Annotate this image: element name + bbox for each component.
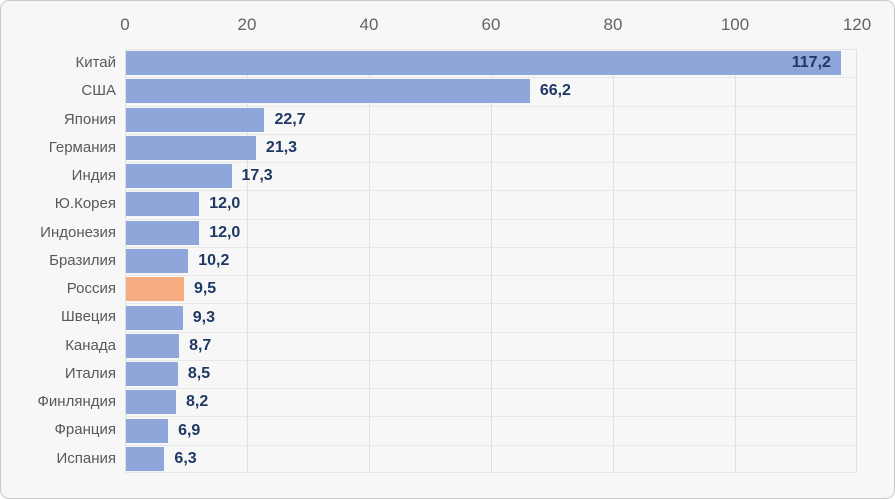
x-tick-label: 20	[237, 15, 257, 34]
category-label: Германия	[48, 138, 116, 156]
x-tick-label: 80	[603, 15, 623, 34]
category-axis: Китай США Япония Германия Индия Ю.Корея Индоне…	[1, 49, 116, 473]
bar-highlighted[interactable]	[126, 277, 184, 302]
vertical-gridline	[735, 49, 736, 473]
x-tick-label: 100	[720, 15, 750, 34]
vertical-gridline	[491, 49, 492, 473]
vertical-gridline	[125, 49, 126, 473]
category-label: Италия	[64, 364, 116, 382]
horizontal-gridline	[125, 445, 857, 446]
category-label: Франция	[54, 421, 116, 439]
value-label: 66,2	[539, 82, 571, 100]
category-label: Бразилия	[49, 251, 116, 269]
horizontal-gridline	[125, 77, 857, 78]
value-label: 12,0	[209, 195, 241, 213]
horizontal-gridline	[125, 134, 857, 135]
value-label: 9,3	[192, 308, 215, 326]
value-label: 17,3	[241, 167, 273, 185]
bar[interactable]	[126, 390, 177, 415]
category-label: Ю.Корея	[54, 195, 116, 213]
bar[interactable]	[126, 446, 165, 471]
bar[interactable]	[126, 135, 256, 160]
x-tick-label: 120	[842, 15, 872, 34]
category-label: Испания	[56, 449, 116, 467]
value-label: 12,0	[209, 223, 241, 241]
horizontal-gridline	[125, 360, 857, 361]
category-label: Канада	[65, 336, 116, 354]
horizontal-gridline	[125, 332, 857, 333]
x-tick-label: 40	[359, 15, 379, 34]
value-label: 22,7	[274, 110, 306, 128]
vertical-gridline	[369, 49, 370, 473]
horizontal-gridline	[125, 49, 857, 50]
value-label: 8,7	[189, 336, 212, 354]
vertical-gridline	[247, 49, 248, 473]
category-label: Россия	[66, 280, 116, 298]
bar[interactable]	[126, 79, 530, 104]
category-label: Китай	[75, 54, 116, 71]
bar[interactable]	[126, 164, 232, 189]
bar[interactable]	[126, 333, 180, 358]
bar[interactable]	[126, 51, 841, 76]
x-tick-label: 60	[481, 15, 501, 34]
category-label: Япония	[63, 110, 116, 128]
bar[interactable]	[126, 418, 169, 443]
bar[interactable]	[126, 362, 178, 387]
horizontal-gridline	[125, 106, 857, 107]
category-label: Индия	[71, 167, 116, 185]
horizontal-gridline	[125, 388, 857, 389]
horizontal-gridline	[125, 247, 857, 248]
category-label: США	[81, 82, 116, 100]
category-label: Швеция	[61, 308, 116, 326]
vertical-gridline	[613, 49, 614, 473]
horizontal-gridline	[125, 190, 857, 191]
value-label: 117,2	[791, 54, 831, 72]
value-label: 10,2	[198, 252, 230, 269]
category-label: Финляндия	[37, 393, 116, 411]
horizontal-gridline	[125, 219, 857, 220]
value-label: 8,5	[187, 365, 211, 383]
value-label: 9,5	[193, 280, 217, 298]
horizontal-gridline	[125, 416, 857, 417]
horizontal-gridline	[125, 303, 857, 304]
x-tick-label: 0	[120, 15, 130, 34]
horizontal-gridline	[125, 472, 857, 473]
value-label: 6,3	[174, 449, 197, 467]
plot-area: 117,2 66,2 22,7 21,3 17,3 12,0 12,0 10,2 9,5 9,3 8…	[125, 49, 857, 473]
bar[interactable]	[126, 249, 189, 273]
horizontal-gridline	[125, 162, 857, 163]
bar[interactable]	[126, 220, 200, 245]
bar[interactable]	[126, 192, 200, 217]
value-label: 6,9	[178, 421, 201, 439]
bar[interactable]	[126, 107, 265, 132]
x-axis: 0 20 40 60 80 100 120	[1, 1, 894, 49]
horizontal-gridline	[125, 275, 857, 276]
value-label: 21,3	[265, 138, 298, 156]
value-label: 8,2	[186, 393, 209, 411]
bar[interactable]	[126, 305, 183, 330]
category-label: Индонезия	[40, 223, 116, 241]
vertical-gridline	[856, 49, 857, 473]
